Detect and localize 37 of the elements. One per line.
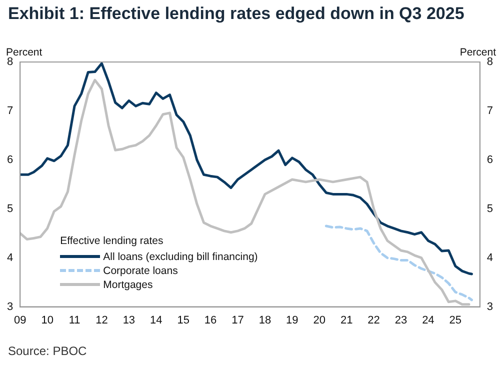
- x-tick-label: 09: [14, 314, 26, 326]
- x-tick-label: 18: [258, 314, 272, 326]
- y2-tick-label: 8: [486, 56, 494, 68]
- x-tick-label: 11: [68, 314, 80, 326]
- y-axis-title: Percent: [6, 46, 42, 59]
- x-tick-label: 12: [96, 314, 108, 326]
- x-tick-label: 20: [313, 314, 326, 326]
- x-tick-label: 17: [232, 314, 244, 326]
- source-note: Source: PBOC: [8, 344, 87, 358]
- x-tick-label: 14: [150, 314, 162, 326]
- legend-label: All loans (excluding bill financing): [103, 250, 258, 263]
- y2-tick-label: 4: [486, 252, 494, 264]
- x-tick-label: 24: [422, 314, 434, 326]
- x-tick-label: 16: [204, 314, 217, 326]
- chart-title: Exhibit 1: Effective lending rates edged down in Q3 2025: [8, 4, 464, 24]
- x-tick-label: 19: [286, 314, 298, 326]
- y-tick-label: 4: [6, 252, 14, 264]
- y2-tick-label: 7: [486, 104, 494, 117]
- legend-label: Corporate loans: [103, 264, 178, 277]
- y-tick-label: 5: [6, 202, 14, 215]
- y2-tick-label: 6: [486, 154, 494, 166]
- x-tick-label: 13: [122, 314, 136, 326]
- y-tick-label: 3: [6, 300, 14, 313]
- x-tick-label: 25: [449, 314, 462, 326]
- line-series: [324, 224, 473, 302]
- x-tick-label: 15: [177, 314, 190, 326]
- y-tick-label: 6: [6, 154, 14, 166]
- x-tick-label: 22: [368, 314, 380, 326]
- x-tick-label: 10: [41, 314, 54, 326]
- legend-title: Effective lending rates: [60, 234, 164, 247]
- y2-tick-label: 3: [486, 300, 494, 313]
- y-tick-label: 7: [6, 104, 14, 117]
- x-tick-label: 21: [340, 314, 353, 326]
- y-tick-label: 8: [6, 56, 14, 68]
- legend-label: Mortgages: [103, 278, 153, 291]
- y2-tick-label: 5: [486, 202, 494, 215]
- x-tick-label: 23: [394, 314, 408, 326]
